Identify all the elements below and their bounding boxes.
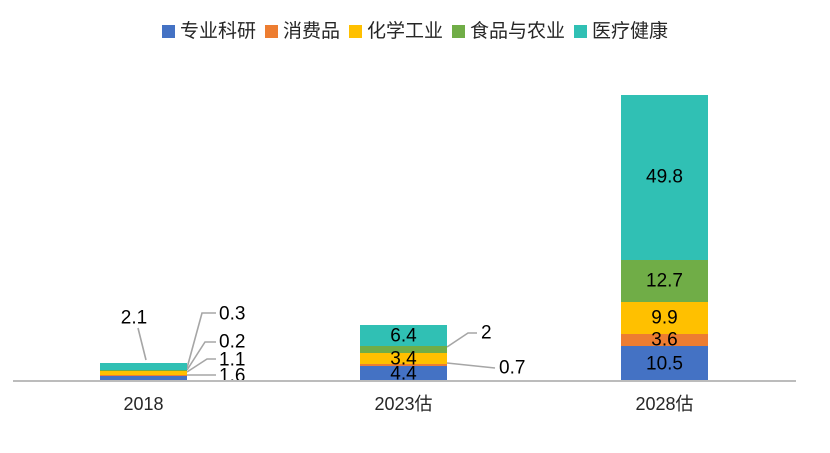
legend-swatch-icon bbox=[161, 24, 175, 38]
legend-item-2: 消费品 bbox=[264, 20, 340, 42]
legend-label: 医疗健康 bbox=[592, 20, 669, 42]
legend-swatch-icon bbox=[348, 24, 362, 38]
bar-segment-2023估-医疗健康 bbox=[360, 325, 447, 347]
legend-item-5: 医疗健康 bbox=[574, 22, 668, 41]
legend-item-1: 专业科研 bbox=[161, 20, 256, 42]
bar-segment-2018-化学工业 bbox=[100, 371, 187, 376]
data-label-2023估-化学工业: 3.4 bbox=[390, 348, 417, 370]
data-label-2028估-医疗健康: 49.8 bbox=[646, 166, 683, 188]
leader-line bbox=[446, 332, 477, 348]
bar-segment-2023估-专业科研 bbox=[360, 366, 447, 381]
data-label-2023估-消费品: 0.7 bbox=[499, 357, 526, 379]
bar-segment-2028估-食品与农业 bbox=[621, 259, 708, 302]
data-label-2023估-专业科研: 4.4 bbox=[390, 363, 417, 385]
chart-legend: 专业科研 消费品 化学工业 食品与农业 医疗健康 bbox=[0, 18, 830, 44]
leader-line bbox=[186, 312, 216, 369]
data-label-2018-医疗健康: 2.1 bbox=[120, 307, 148, 329]
legend-item-3: 化学工业 bbox=[348, 20, 443, 42]
legend-swatch-icon bbox=[452, 24, 465, 38]
legend-label: 食品与农业 bbox=[470, 20, 566, 42]
legend-item-4: 食品与农业 bbox=[452, 22, 565, 41]
bar-segment-2023估-化学工业 bbox=[360, 352, 447, 365]
bar-segment-2023估-食品与农业 bbox=[360, 346, 447, 353]
legend-swatch-icon bbox=[574, 24, 588, 38]
x-axis-label-2028估: 2028估 bbox=[635, 394, 694, 414]
x-axis-line bbox=[13, 380, 796, 382]
bar-segment-2018-消费品 bbox=[100, 375, 187, 376]
data-label-2018-食品与农业: 0.3 bbox=[219, 303, 246, 325]
x-axis-label-2018: 2018 bbox=[123, 394, 164, 414]
bar-segment-2018-专业科研 bbox=[100, 375, 187, 381]
legend-label: 化学工业 bbox=[366, 20, 443, 42]
leader-line bbox=[186, 341, 216, 371]
bar-segment-2028估-医疗健康 bbox=[621, 95, 708, 260]
data-label-2023估-医疗健康: 6.4 bbox=[390, 325, 417, 347]
bar-segment-2028估-化学工业 bbox=[621, 301, 708, 335]
leader-line bbox=[446, 362, 496, 369]
leader-line bbox=[186, 358, 216, 373]
bar-segment-2028估-消费品 bbox=[621, 334, 708, 347]
data-label-2028估-食品与农业: 12.7 bbox=[646, 270, 683, 292]
leader-line bbox=[137, 327, 147, 361]
data-label-2018-消费品: 0.2 bbox=[219, 331, 246, 353]
legend-label: 专业科研 bbox=[179, 20, 256, 42]
legend-label: 消费品 bbox=[282, 20, 340, 42]
bar-segment-2018-医疗健康 bbox=[100, 363, 187, 371]
legend-swatch-icon bbox=[264, 24, 278, 38]
bar-segment-2028估-专业科研 bbox=[621, 346, 708, 381]
data-label-2023估-食品与农业: 2 bbox=[481, 322, 492, 344]
bar-segment-2023估-消费品 bbox=[360, 364, 447, 367]
data-label-2018-化学工业: 1.1 bbox=[219, 349, 246, 371]
bar-segment-2018-食品与农业 bbox=[100, 370, 187, 372]
data-label-2028估-消费品: 3.6 bbox=[651, 329, 678, 351]
data-label-2028估-化学工业: 9.9 bbox=[651, 307, 678, 329]
x-axis-label-2023估: 2023估 bbox=[374, 394, 433, 414]
data-label-2028估-专业科研: 10.5 bbox=[646, 353, 683, 375]
